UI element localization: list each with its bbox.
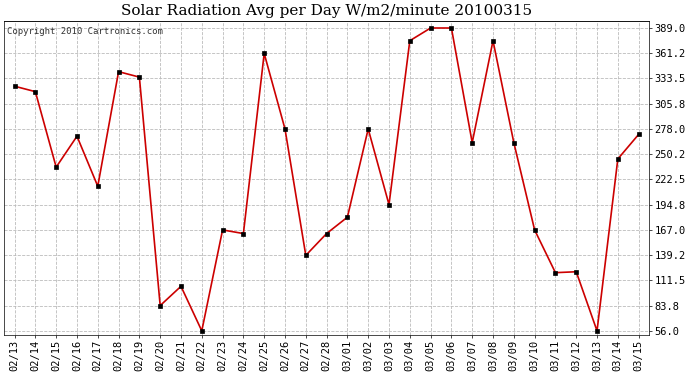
Title: Solar Radiation Avg per Day W/m2/minute 20100315: Solar Radiation Avg per Day W/m2/minute …: [121, 4, 532, 18]
Text: Copyright 2010 Cartronics.com: Copyright 2010 Cartronics.com: [8, 27, 164, 36]
